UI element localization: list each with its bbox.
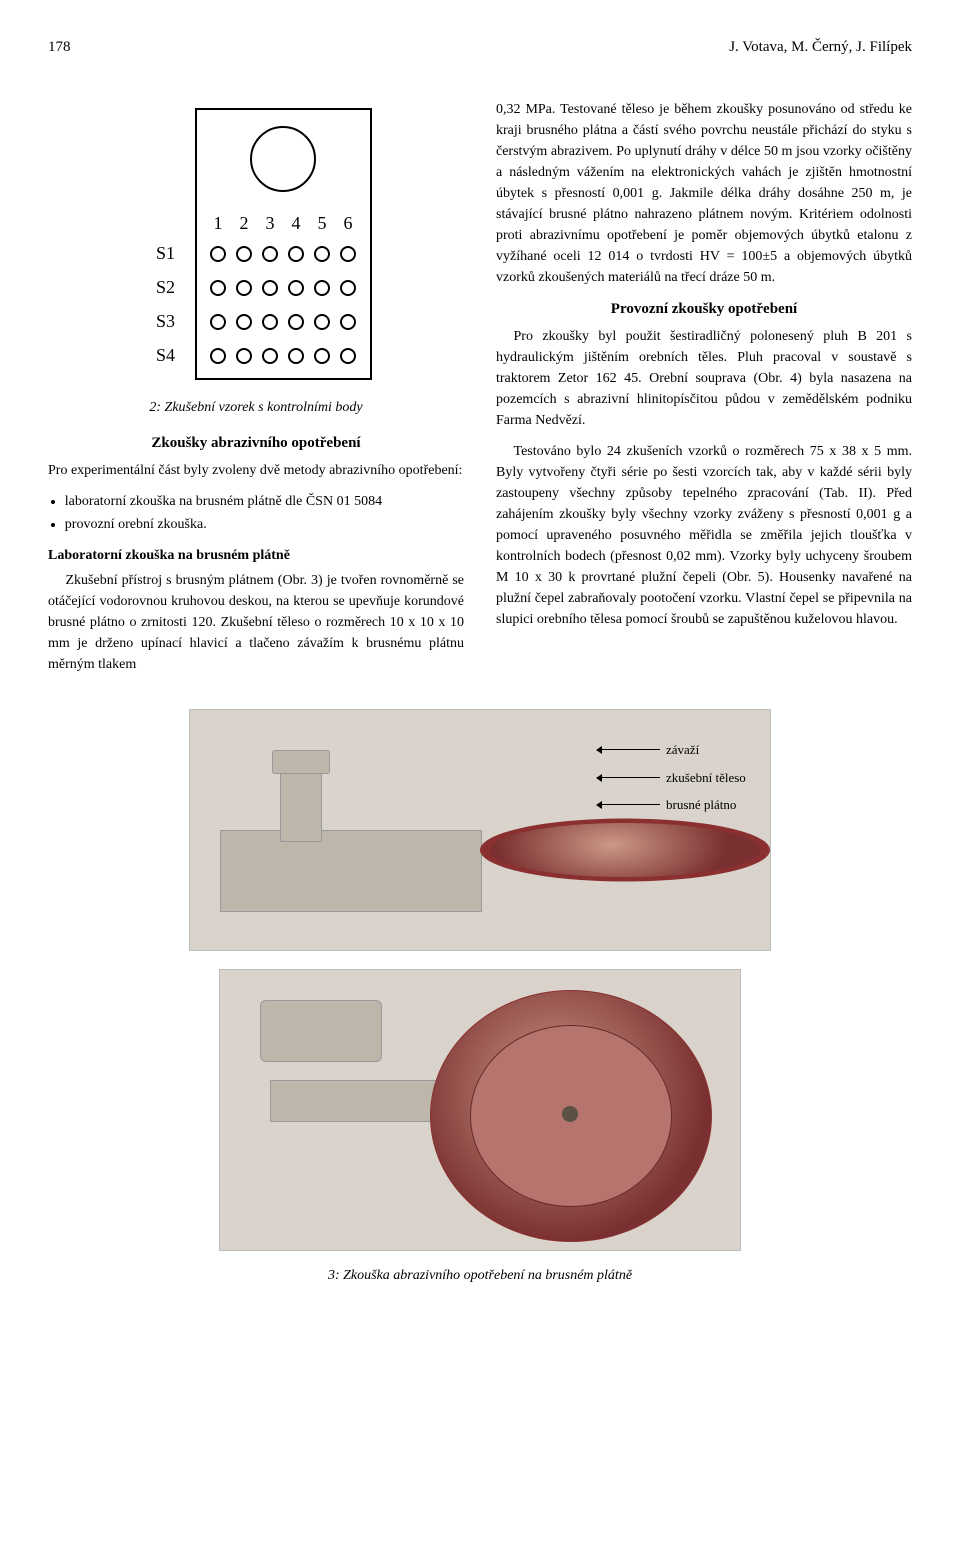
right-column: 0,32 MPa. Testované těleso je během zkou… bbox=[496, 99, 912, 686]
heading-lab-test: Laboratorní zkouška na brusném plátně bbox=[48, 545, 464, 566]
sample-grid-svg: 123456 S1 S2 S3 S4 bbox=[126, 99, 386, 389]
callout-weight: závaží bbox=[600, 740, 800, 760]
apparatus-photo-top: závaží zkušební těleso brusné plátno bbox=[189, 709, 771, 951]
callout-cloth-label: brusné plátno bbox=[666, 795, 736, 815]
callout-specimen: zkušební těleso bbox=[600, 768, 800, 788]
lab-paragraph-continued: 0,32 MPa. Testované těleso je během zkou… bbox=[496, 99, 912, 288]
svg-text:S2: S2 bbox=[156, 277, 175, 297]
figure-2-diagram: 123456 S1 S2 S3 S4 bbox=[48, 99, 464, 389]
callout-weight-label: závaží bbox=[666, 740, 699, 760]
left-column: 123456 S1 S2 S3 S4 2: Zkušební vzorek s kon… bbox=[48, 99, 464, 686]
figure-3-caption: 3: Zkouška abrazivního opotřebení na bru… bbox=[90, 1265, 870, 1286]
field-paragraph-2: Testováno bylo 24 zkušeních vzorků o roz… bbox=[496, 441, 912, 630]
svg-text:3: 3 bbox=[266, 213, 275, 233]
figure-3: závaží zkušební těleso brusné plátno 3: … bbox=[90, 709, 870, 1286]
callout-abrasive-cloth: brusné plátno bbox=[600, 795, 800, 815]
authors: J. Votava, M. Černý, J. Filípek bbox=[729, 36, 912, 59]
method-list: laboratorní zkouška na brusném plátně dl… bbox=[48, 491, 464, 535]
svg-text:5: 5 bbox=[318, 213, 327, 233]
running-header: 178 J. Votava, M. Černý, J. Filípek bbox=[48, 36, 912, 59]
heading-field-tests: Provozní zkoušky opotřebení bbox=[496, 298, 912, 321]
callout-specimen-label: zkušební těleso bbox=[666, 768, 746, 788]
figure-2-caption: 2: Zkušební vzorek s kontrolními body bbox=[48, 397, 464, 418]
svg-text:S4: S4 bbox=[156, 345, 175, 365]
apparatus-photo-bottom bbox=[219, 969, 741, 1251]
svg-text:4: 4 bbox=[292, 213, 301, 233]
svg-text:2: 2 bbox=[240, 213, 249, 233]
svg-text:1: 1 bbox=[214, 213, 223, 233]
abrasive-intro: Pro experimentální část byly zvoleny dvě… bbox=[48, 460, 464, 481]
svg-text:S3: S3 bbox=[156, 311, 175, 331]
page-number: 178 bbox=[48, 36, 71, 59]
lab-paragraph: Zkušební přístroj s brusným plátnem (Obr… bbox=[48, 570, 464, 675]
callout-group-top: závaží zkušební těleso brusné plátno bbox=[600, 740, 800, 823]
page: 178 J. Votava, M. Černý, J. Filípek 1234… bbox=[0, 0, 960, 1322]
svg-text:S1: S1 bbox=[156, 243, 175, 263]
two-column-body: 123456 S1 S2 S3 S4 2: Zkušební vzorek s kon… bbox=[48, 99, 912, 686]
method-item-lab: laboratorní zkouška na brusném plátně dl… bbox=[65, 491, 464, 512]
method-item-field: provozní orební zkouška. bbox=[65, 514, 464, 535]
svg-text:6: 6 bbox=[344, 213, 353, 233]
field-paragraph-1: Pro zkoušky byl použit šestiradličný pol… bbox=[496, 326, 912, 431]
heading-abrasive-tests: Zkoušky abrazivního opotřebení bbox=[48, 432, 464, 455]
